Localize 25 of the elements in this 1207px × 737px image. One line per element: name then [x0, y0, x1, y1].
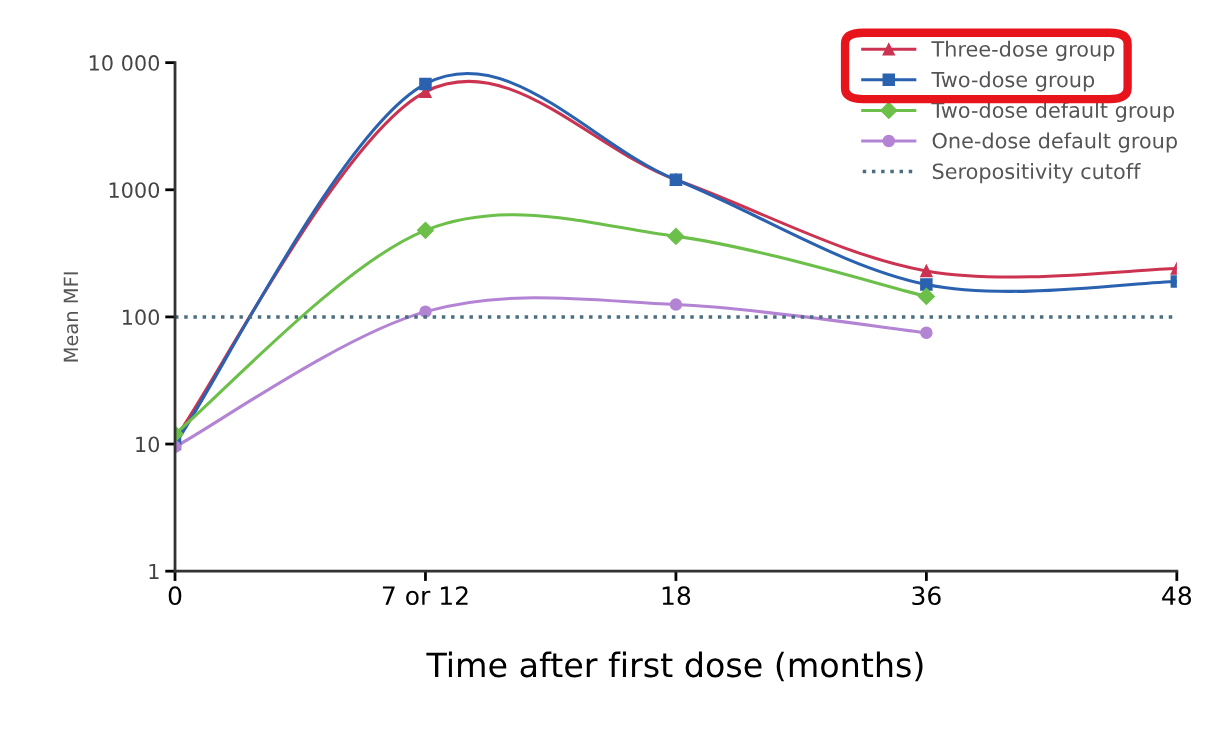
x-tick-label: 48 — [1162, 586, 1192, 606]
y-axis-title: Mean MFI — [63, 272, 79, 362]
y-tick-label: 1 — [149, 563, 159, 580]
x-tick-label: 7 or 12 — [382, 586, 468, 606]
legend-label: Three-dose group — [931, 40, 1115, 61]
x-axis-title: Time after first dose (months) — [426, 651, 923, 682]
point — [669, 298, 683, 311]
point — [667, 227, 685, 245]
x-tick-label: 18 — [662, 586, 691, 606]
point — [920, 264, 933, 278]
point — [416, 221, 435, 239]
point — [920, 326, 933, 340]
legend-label: Seropositivity cutoff — [932, 163, 1141, 184]
x-tick-label: 36 — [912, 586, 941, 606]
point — [419, 77, 432, 91]
y-tick-label: 100 — [122, 309, 160, 326]
y-tick-label: 10 — [136, 436, 160, 453]
point — [917, 287, 935, 305]
y-tick-label: 10 000 — [89, 55, 160, 71]
x-tick-label: 0 — [168, 586, 182, 606]
legend-label: One-dose default group — [932, 132, 1177, 153]
legend-label: Two-dose default group — [931, 101, 1175, 123]
point — [920, 278, 933, 291]
y-tick-label: 1000 — [109, 182, 160, 198]
legend-label: Two-dose group — [931, 71, 1095, 92]
